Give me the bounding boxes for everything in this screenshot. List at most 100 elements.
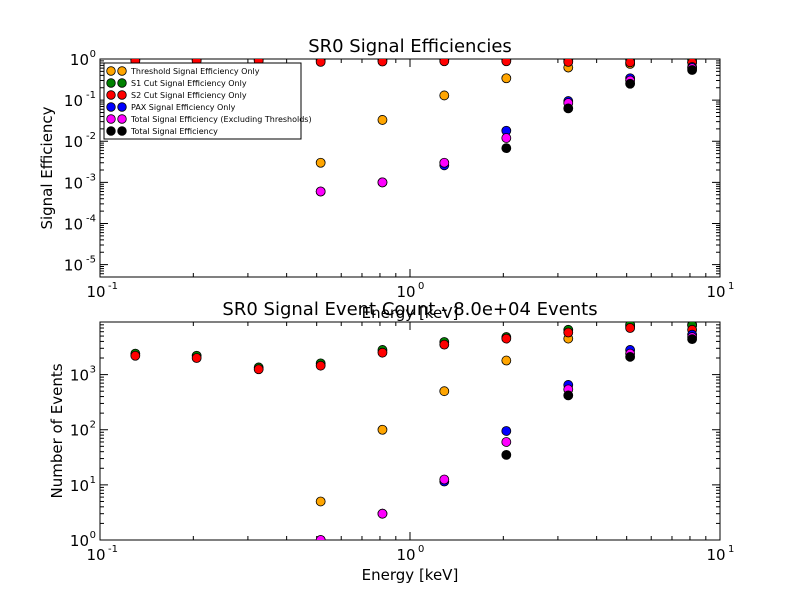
data-point [501,449,512,460]
legend-entry-label: S2 Cut Signal Efficiency Only [131,91,247,100]
y-tick-label: 10 [64,257,83,275]
event-count-plot-area [99,321,721,541]
data-point [563,327,574,338]
data-point [253,364,264,375]
y-tick-label: 10 [70,532,89,550]
event-count-x-axis-label: Energy [keV] [362,566,459,584]
event-count-y-axis-label: Number of Events [48,363,66,498]
x-tick-label: 10 [396,283,415,301]
y-tick-label: 10 [64,133,83,151]
efficiency-y-axis-label: Signal Efficiency [38,106,56,229]
event-count-points [130,322,698,540]
y-tick-label: 10 [64,215,83,233]
data-point [501,143,512,154]
x-tick-exponent: -1 [108,544,118,555]
data-point [501,73,512,84]
data-point [563,103,574,114]
legend: Threshold Signal Efficiency Only S1 Cut S… [103,62,312,140]
x-tick-exponent: 0 [418,544,424,555]
data-point [439,157,450,168]
legend-entry-label: Total Signal Efficiency [130,127,218,136]
efficiency-x-axis-label: Energy [keV] [362,304,459,322]
x-tick-exponent: 1 [728,281,734,292]
event-count-chart: 10 -1 10 0 10 110 010 110 210 3 SR0 Signal Event … [48,299,734,584]
legend-marker [117,114,127,124]
y-tick-exponent: 3 [90,365,96,376]
y-tick-exponent: -1 [86,90,96,101]
y-tick-exponent: -5 [86,255,96,266]
y-tick-exponent: 0 [90,530,96,541]
legend-marker [106,66,116,76]
data-point [563,390,574,401]
y-tick-exponent: -4 [86,213,96,224]
data-point [315,59,326,67]
data-point [625,78,636,89]
data-point [501,333,512,344]
x-tick-label: 10 [706,283,725,301]
data-point [191,353,202,363]
data-point [377,508,388,519]
data-point [377,115,388,125]
data-point [439,59,450,67]
y-tick-label: 10 [64,174,83,192]
event-count-ticks: 10 -1 10 0 10 110 010 110 210 3 [70,321,734,564]
data-point [439,90,450,101]
legend-entry-label: PAX Signal Efficiency Only [131,103,236,112]
efficiency-chart: 10 -1 10 0 10 110 -510 -410 -310 -210 -110 0 SR0 Si… [38,36,734,322]
legend-marker [106,78,116,88]
efficiency-chart-title: SR0 Signal Efficiencies [308,36,512,57]
legend-marker [106,114,116,124]
data-point [377,347,388,358]
data-point [315,496,326,507]
y-tick-label: 10 [70,422,89,440]
data-point [315,360,326,371]
legend-entry-label: Total Signal Efficiency (Excluding Thres… [130,115,312,124]
legend-marker [117,126,127,136]
data-point [625,351,636,362]
data-point [377,424,388,435]
x-tick-exponent: -1 [108,281,118,292]
data-point [501,426,512,436]
x-tick-exponent: 0 [418,281,424,292]
data-point [501,437,512,447]
x-tick-label: 10 [86,546,105,564]
event-count-chart-title: SR0 Signal Event Count - 8.0e+04 Events [222,299,597,320]
y-tick-exponent: 1 [90,475,96,486]
y-tick-label: 10 [70,367,89,385]
legend-marker [117,90,127,100]
legend-marker [117,66,127,76]
x-tick-exponent: 1 [728,544,734,555]
legend-marker [117,102,127,112]
data-point [625,59,636,68]
y-tick-exponent: -2 [86,131,96,142]
data-point [315,535,326,540]
data-point [315,157,326,168]
data-point [377,177,388,188]
y-tick-label: 10 [70,477,89,495]
data-point [687,334,698,345]
legend-marker [117,78,127,88]
data-point [439,474,450,485]
data-point [439,386,450,397]
y-tick-exponent: 2 [90,420,96,431]
x-tick-label: 10 [86,283,105,301]
data-point [501,133,512,143]
y-tick-label: 10 [64,92,83,110]
legend-entry-label: S1 Cut Signal Efficiency Only [131,79,247,88]
data-point [315,186,326,197]
data-point [130,350,141,361]
x-tick-label: 10 [706,546,725,564]
data-point [625,323,636,333]
legend-marker [106,126,116,136]
legend-marker [106,102,116,112]
legend-entry-label: Threshold Signal Efficiency Only [130,67,260,76]
legend-marker [106,90,116,100]
data-point [563,59,574,67]
data-point [501,59,512,67]
y-tick-exponent: 0 [90,49,96,60]
y-tick-exponent: -3 [86,172,96,183]
data-point [377,59,388,67]
data-point [439,339,450,350]
y-tick-label: 10 [70,51,89,69]
